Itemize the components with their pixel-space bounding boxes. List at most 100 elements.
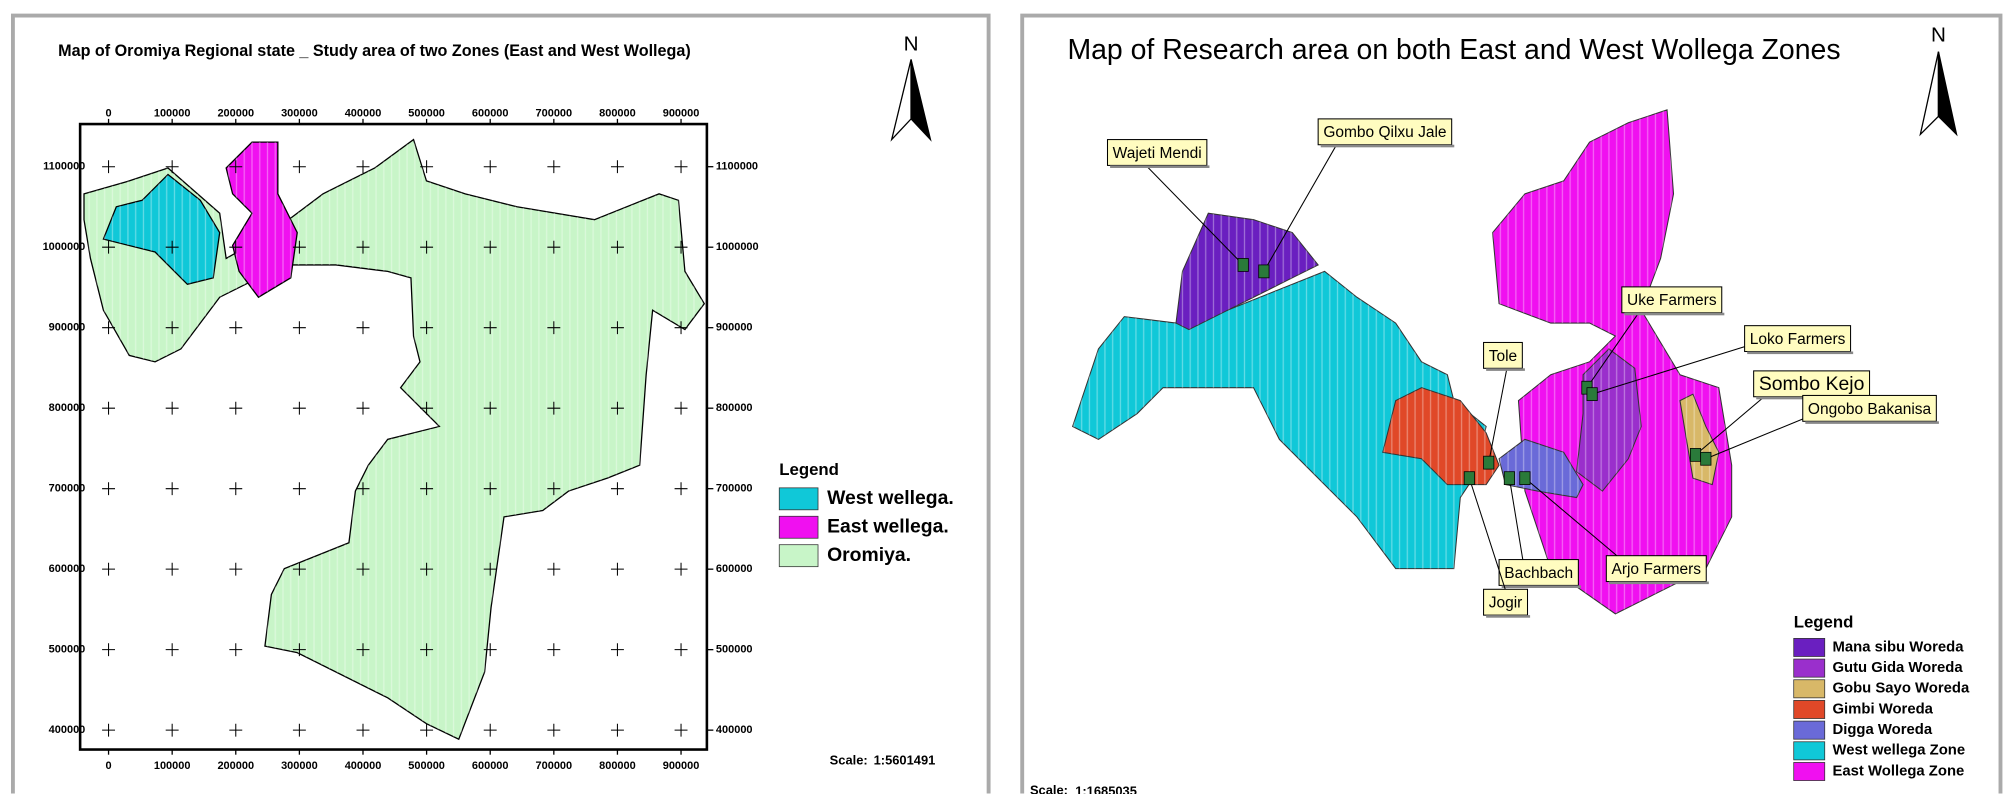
grid-cross	[610, 643, 624, 657]
place-label: Jogir	[1489, 595, 1523, 612]
grid-cross	[674, 160, 688, 174]
grid-cross	[420, 723, 434, 737]
grid-cross	[610, 160, 624, 174]
leader-line	[1524, 477, 1633, 570]
y-tick-label: 600000	[716, 563, 753, 575]
grid-cross	[356, 401, 370, 415]
legend-label: Oromiya.	[827, 544, 911, 566]
x-tick-label: 800000	[599, 108, 636, 120]
grid-cross	[547, 643, 561, 657]
legend-swatch	[1793, 638, 1826, 657]
x-tick-label: 700000	[536, 760, 573, 772]
leader-line	[1508, 478, 1526, 573]
grid-cross	[102, 401, 116, 415]
grid-cross	[102, 160, 116, 174]
grid-cross	[229, 562, 243, 576]
y-tick-label: 1100000	[716, 161, 758, 173]
legend-swatch	[778, 544, 819, 568]
grid-cross	[674, 321, 688, 335]
label-box	[1605, 555, 1707, 583]
x-tick-label: 900000	[663, 760, 700, 772]
grid-cross	[292, 723, 306, 737]
grid-cross	[165, 401, 179, 415]
grid-cross	[102, 562, 116, 576]
legend-swatch	[1793, 720, 1826, 740]
x-tick-label: 300000	[281, 760, 318, 772]
grid-cross	[483, 160, 497, 174]
grid-cross	[610, 562, 624, 576]
grid-cross	[420, 401, 434, 415]
map-frame	[78, 122, 709, 751]
grid-cross	[356, 321, 370, 335]
x-tick-label: 0	[105, 108, 111, 120]
figure-content: Map of Oromiya Regional state _ Study ar…	[10, 13, 2003, 794]
arrow-half	[1937, 51, 1958, 137]
place-label: Tole	[1489, 348, 1517, 365]
grid-cross	[102, 321, 116, 335]
grid-cross	[102, 482, 116, 496]
grid-cross	[420, 321, 434, 335]
marker	[1237, 258, 1249, 272]
y-tick-label: 800000	[716, 402, 753, 414]
grid-cross	[420, 643, 434, 657]
left-map-shapes	[83, 138, 706, 741]
grid-cross	[292, 160, 306, 174]
legend-swatch	[1793, 762, 1826, 781]
label-shadow	[1805, 421, 1939, 424]
grid-cross	[292, 321, 306, 335]
y-tick-label: 400000	[49, 724, 86, 736]
grid-cross	[547, 562, 561, 576]
grid-cross	[610, 723, 624, 737]
marker	[1258, 264, 1270, 279]
grid-cross	[547, 723, 561, 737]
hatch	[1382, 387, 1500, 485]
grid-cross	[102, 723, 116, 737]
north-label: N	[1931, 24, 1946, 47]
grid-cross	[674, 401, 688, 415]
label-shadow	[1501, 585, 1581, 588]
grid-cross	[229, 160, 243, 174]
legend-label: East wellega.	[827, 515, 949, 537]
north-arrow: N	[890, 33, 932, 142]
hatch	[103, 174, 220, 285]
x-tick-label: 100000	[154, 760, 191, 772]
scale-label: Scale:	[1030, 782, 1068, 794]
grid-cross	[547, 240, 561, 254]
label-box	[1483, 588, 1529, 616]
x-tick-label: 600000	[472, 108, 509, 120]
marker	[1700, 451, 1712, 466]
grid-cross	[547, 401, 561, 415]
place-label: Uke Farmers	[1627, 292, 1717, 309]
legend-label: Mana sibu Woreda	[1832, 639, 1964, 655]
y-tick-label: 500000	[49, 644, 86, 656]
grid-cross	[483, 321, 497, 335]
grid-cross	[547, 321, 561, 335]
left-map-title: Map of Oromiya Regional state _ Study ar…	[58, 42, 691, 60]
place-label: Loko Farmers	[1750, 331, 1846, 348]
grid-cross	[102, 240, 116, 254]
legend-label: West wellega Zone	[1832, 743, 1965, 759]
arrow-half	[890, 59, 912, 142]
legend-title: Legend	[1794, 612, 1854, 631]
label-shadow	[1486, 615, 1531, 618]
grid-cross	[420, 160, 434, 174]
hatch	[226, 142, 298, 298]
place-label: Arjo Farmers	[1611, 561, 1701, 578]
grid-cross	[674, 240, 688, 254]
grid-cross	[483, 562, 497, 576]
y-tick-label: 600000	[49, 563, 86, 575]
legend-title: Legend	[779, 460, 839, 479]
place-label: Bachbach	[1504, 565, 1573, 582]
y-tick-label: 1000000	[716, 241, 759, 253]
grid-cross	[102, 643, 116, 657]
y-tick-label: 1000000	[43, 241, 86, 253]
north-label: N	[904, 33, 919, 56]
grid-cross	[674, 643, 688, 657]
grid-cross	[674, 723, 688, 737]
right-map-shapes	[1071, 109, 1733, 615]
grid-cross	[292, 482, 306, 496]
grid-cross	[229, 643, 243, 657]
x-tick-label: 100000	[154, 108, 191, 120]
